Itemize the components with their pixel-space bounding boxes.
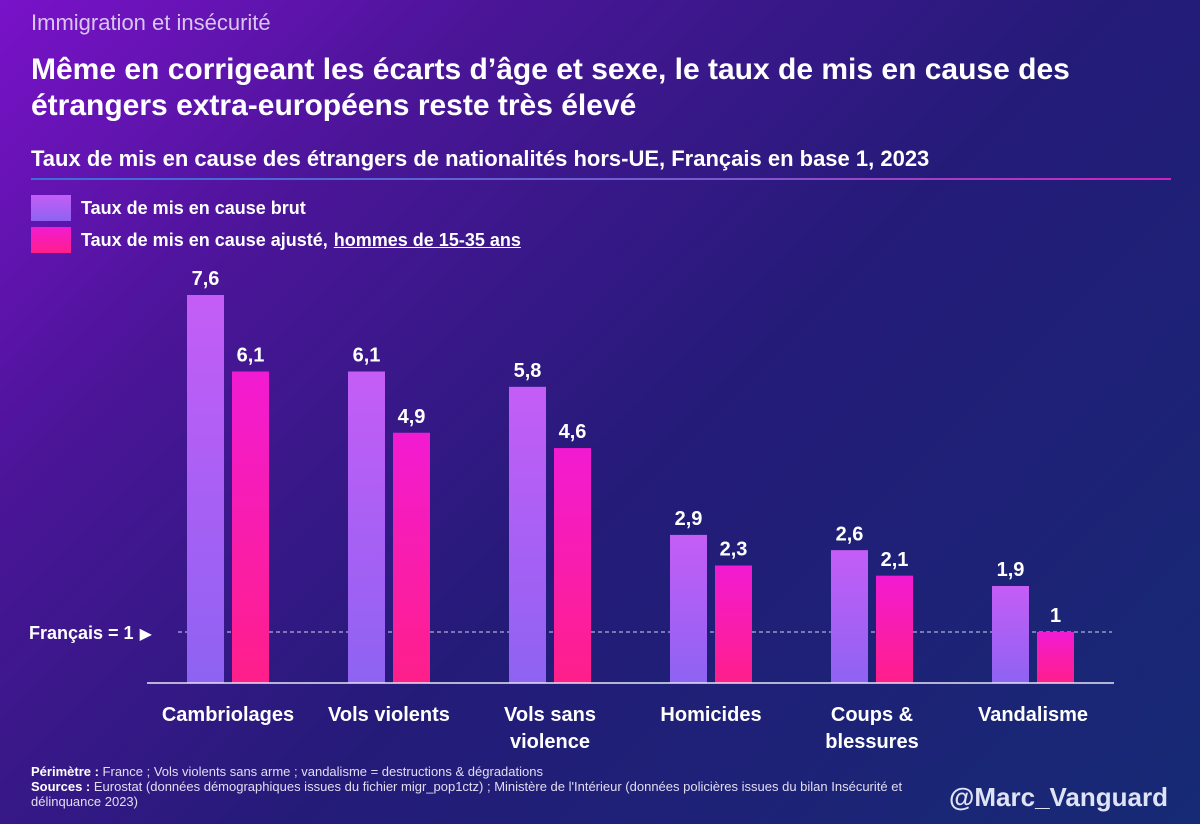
value-label-brut-4: 2,6 xyxy=(836,523,864,545)
category-label-0: Cambriolages xyxy=(161,704,295,726)
value-label-adj-5: 1 xyxy=(1050,605,1061,627)
bar-cap-brut-5 xyxy=(992,586,1029,589)
category-label-4: Coups & blessures xyxy=(825,704,919,753)
bar-brut-0 xyxy=(187,295,224,683)
footer-perimetre: Périmètre : France ; Vols violents sans … xyxy=(31,764,911,779)
author-handle: @Marc_Vanguard xyxy=(949,782,1168,812)
bar-cap-brut-1 xyxy=(348,371,385,375)
bar-adj-5 xyxy=(1037,631,1074,683)
category-label-5: Vandalisme xyxy=(977,704,1089,726)
value-label-adj-0: 6,1 xyxy=(237,345,265,367)
legend-item-adj: Taux de mis en cause ajusté, hommes de 1… xyxy=(31,227,521,253)
bar-cap-brut-3 xyxy=(670,534,707,538)
value-label-adj-4: 2,1 xyxy=(881,549,909,571)
legend-label-adj: Taux de mis en cause ajusté, xyxy=(81,229,328,250)
chart-title: Même en corrigeant les écarts d’âge et s… xyxy=(31,53,1070,122)
value-label-brut-2: 5,8 xyxy=(514,360,542,382)
bar-adj-1 xyxy=(393,432,430,683)
reference-label-text: Français = 1 xyxy=(29,623,134,643)
value-label-adj-3: 2,3 xyxy=(720,539,748,561)
bar-brut-2 xyxy=(509,386,546,683)
category-label-1: Vols violents xyxy=(328,704,450,726)
bar-cap-brut-0 xyxy=(187,295,224,298)
reference-label: Français = 1 ▶ xyxy=(29,623,152,644)
bar-cap-adj-2 xyxy=(554,448,591,452)
bar-brut-4 xyxy=(831,550,868,683)
value-label-adj-1: 4,9 xyxy=(398,406,426,428)
legend-label-brut: Taux de mis en cause brut xyxy=(81,197,306,218)
category-label-2: Vols sans violence xyxy=(504,704,596,753)
bar-brut-1 xyxy=(348,371,385,683)
bar-adj-0 xyxy=(232,371,269,683)
bar-cap-adj-4 xyxy=(876,575,913,579)
footer-sources-key: Sources : xyxy=(31,779,91,794)
legend-swatch-brut xyxy=(31,195,71,221)
legend-label-adj-underlined: hommes de 15-35 ans xyxy=(333,229,521,250)
bar-brut-3 xyxy=(670,534,707,683)
chart-subtitle: Taux de mis en cause des étrangers de na… xyxy=(31,146,930,171)
footer-notes: Périmètre : France ; Vols violents sans … xyxy=(31,764,911,809)
bar-cap-adj-0 xyxy=(232,371,269,375)
footer-perimetre-text: France ; Vols violents sans arme ; vanda… xyxy=(102,764,543,779)
bar-cap-adj-1 xyxy=(393,432,430,436)
footer-sources-text: Eurostat (données démographiques issues … xyxy=(31,779,903,809)
category-label-3: Homicides xyxy=(660,704,762,726)
bar-cap-brut-4 xyxy=(831,550,868,554)
value-label-brut-1: 6,1 xyxy=(353,345,381,367)
kicker: Immigration et insécurité xyxy=(31,10,271,35)
value-label-brut-3: 2,9 xyxy=(675,508,703,530)
bar-cap-brut-2 xyxy=(509,386,546,390)
legend-item-brut: Taux de mis en cause brut xyxy=(31,195,306,221)
reference-arrow-icon: ▶ xyxy=(139,625,152,643)
legend-swatch-adj xyxy=(31,227,71,253)
title-rule xyxy=(31,178,1171,180)
value-label-brut-0: 7,6 xyxy=(192,268,220,290)
bar-brut-5 xyxy=(992,586,1029,683)
bar-cap-adj-5 xyxy=(1037,631,1074,635)
bar-adj-4 xyxy=(876,575,913,683)
value-label-brut-5: 1,9 xyxy=(997,559,1025,581)
bar-adj-2 xyxy=(554,448,591,683)
footer-perimetre-key: Périmètre : xyxy=(31,764,99,779)
footer-sources: Sources : Eurostat (données démographiqu… xyxy=(31,779,911,809)
value-label-adj-2: 4,6 xyxy=(559,421,587,443)
bar-adj-3 xyxy=(715,565,752,683)
bar-cap-adj-3 xyxy=(715,565,752,569)
